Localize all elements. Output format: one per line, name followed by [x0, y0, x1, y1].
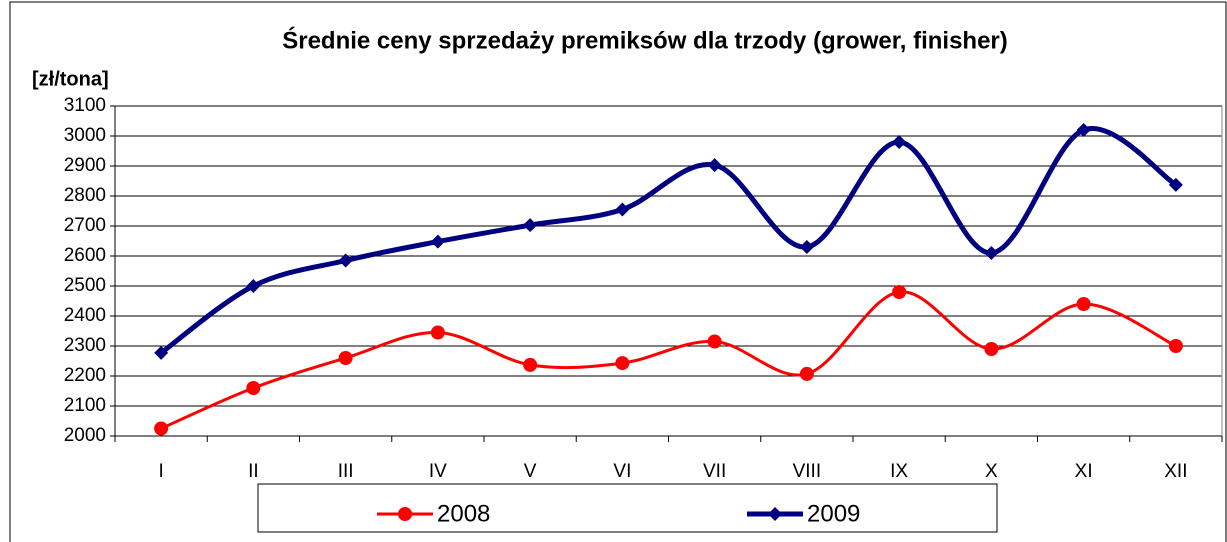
marker [338, 253, 353, 268]
y-tick-label: 2700 [64, 215, 106, 236]
marker [707, 334, 722, 349]
marker [246, 279, 261, 293]
x-tick-label: VIII [793, 461, 822, 482]
y-tick-label: 2000 [64, 425, 106, 446]
y-tick-label: 2200 [64, 365, 106, 386]
x-tick-label: VI [613, 461, 631, 482]
marker [523, 218, 538, 233]
y-axis-label: [zł/tona] [32, 68, 109, 90]
marker [615, 356, 630, 371]
y-tick-label: 2900 [64, 155, 106, 176]
x-tick-label: IV [429, 461, 447, 482]
x-tick-label: X [985, 461, 998, 482]
marker [1168, 339, 1183, 353]
x-tick-label: IX [890, 461, 908, 482]
y-tick-label: 2800 [64, 185, 106, 206]
marker [799, 240, 814, 254]
y-tick-label: 3000 [64, 125, 106, 146]
x-tick-label: V [524, 461, 537, 482]
x-tick-label: II [248, 461, 259, 482]
marker [892, 135, 907, 149]
x-tick-label: XI [1075, 461, 1093, 482]
y-tick-label: 2500 [64, 275, 106, 296]
marker [154, 345, 169, 360]
x-tick-label: XII [1164, 461, 1187, 482]
x-tick-label: I [158, 461, 163, 482]
marker [1076, 297, 1091, 311]
marker [430, 234, 445, 249]
marker [707, 158, 722, 173]
x-tick-label: III [338, 461, 354, 482]
marker [984, 246, 999, 260]
legend-label: 2008 [437, 500, 490, 527]
y-tick-label: 2400 [64, 305, 106, 326]
marker [523, 357, 538, 372]
x-tick-label: VII [703, 461, 726, 482]
marker [768, 507, 782, 521]
marker [338, 351, 353, 365]
y-tick-label: 3100 [64, 95, 106, 116]
marker [1076, 123, 1091, 137]
y-tick-label: 2300 [64, 335, 106, 356]
y-tick-label: 2100 [64, 395, 106, 416]
marker [154, 421, 169, 436]
marker [398, 507, 412, 521]
chart-title: Średnie ceny sprzedaży premiksów dla trz… [282, 26, 1008, 54]
marker [799, 366, 814, 381]
y-tick-label: 2600 [64, 245, 106, 266]
marker [984, 342, 999, 356]
legend-label: 2009 [807, 500, 860, 527]
marker [615, 202, 630, 217]
marker [1168, 177, 1183, 192]
marker [430, 325, 445, 340]
legend-box [257, 483, 998, 533]
chart-border [9, 1, 1227, 542]
marker [246, 381, 261, 395]
marker [892, 285, 907, 299]
